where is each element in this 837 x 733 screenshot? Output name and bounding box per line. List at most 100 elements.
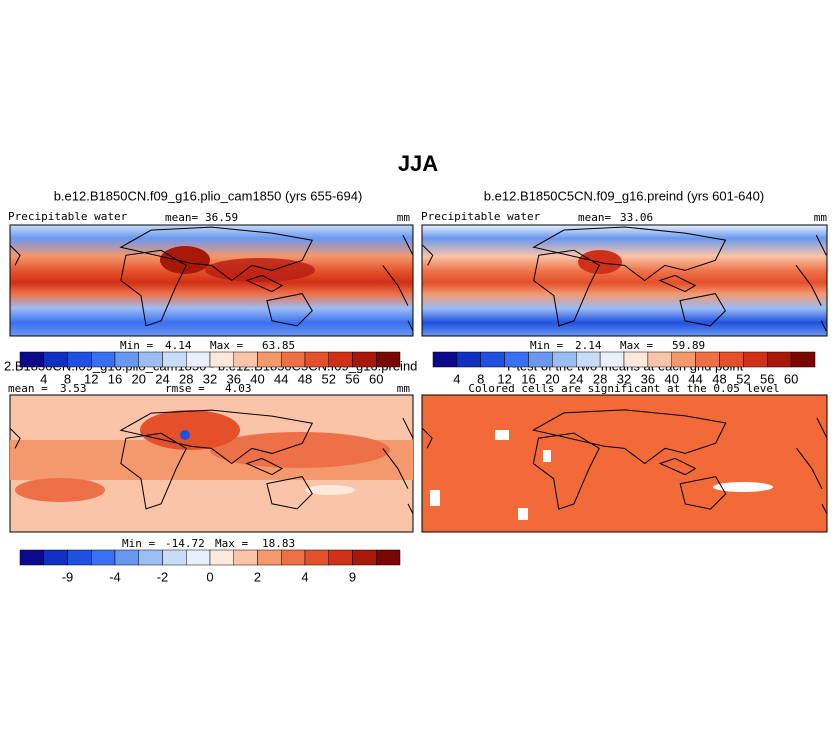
panel-title: b.e12.B1850CN.f09_g16.plio_cam1850 (yrs … <box>54 188 363 203</box>
colorbar-box <box>281 351 306 368</box>
colorbar-box <box>162 549 187 566</box>
colorbar-label: 20 <box>132 371 146 386</box>
colorbar-label: 60 <box>369 371 383 386</box>
stat: 3.53 <box>60 382 87 395</box>
colorbar-label: 52 <box>322 371 336 386</box>
colorbar-box <box>576 351 601 368</box>
colorbar-box <box>376 549 401 566</box>
min-label: Min = <box>530 339 563 352</box>
colorbar-box <box>352 351 377 368</box>
colorbar-label: 48 <box>298 371 312 386</box>
colorbar-box <box>162 351 187 368</box>
panel-title: b.e12.B1850C5CN.f09_g16.preind (yrs 601-… <box>484 188 764 203</box>
min: 2.14 <box>575 339 602 352</box>
colorbar-label: -9 <box>62 569 74 584</box>
units: mm <box>397 211 411 224</box>
colorbar-label: 12 <box>84 371 98 386</box>
units: mm <box>397 382 411 395</box>
colorbar-label: 32 <box>203 371 217 386</box>
colorbar-box <box>767 351 792 368</box>
colorbar-box <box>599 351 625 368</box>
colorbar-box <box>719 351 744 368</box>
colorbar-label: 8 <box>477 371 484 386</box>
stat-label: mean = <box>8 382 48 395</box>
colorbar-label: 24 <box>155 371 169 386</box>
colorbar-box <box>209 351 234 368</box>
max: 59.89 <box>672 339 705 352</box>
colorbar-box <box>91 351 116 368</box>
map <box>421 394 828 533</box>
colorbar-label: 0 <box>206 569 213 584</box>
rmse: 4.03 <box>225 382 252 395</box>
rmse-label: rmse = <box>165 382 205 395</box>
variable: Precipitable water <box>8 210 128 223</box>
stat: 33.06 <box>620 211 653 224</box>
colorbar-box <box>480 351 505 368</box>
colorbar-label: -2 <box>157 569 169 584</box>
colorbar-label: 44 <box>274 371 288 386</box>
colorbar-label: 24 <box>569 371 583 386</box>
colorbar-label: 52 <box>736 371 750 386</box>
min-label: Min = <box>120 339 153 352</box>
colorbar-label: 40 <box>665 371 679 386</box>
map <box>421 224 828 337</box>
colorbar-box <box>138 351 163 368</box>
colorbar-label: 56 <box>345 371 359 386</box>
max-label: Max = <box>620 339 653 352</box>
colorbar-box <box>43 549 68 566</box>
colorbar-box <box>43 351 68 368</box>
colorbar-label: -4 <box>109 569 121 584</box>
colorbar-label: 56 <box>760 371 774 386</box>
colorbar-box <box>304 549 329 566</box>
colorbar-box <box>504 351 529 368</box>
colorbar-box <box>186 549 211 566</box>
colorbar-box <box>233 351 258 368</box>
colorbar-box <box>114 351 139 368</box>
colorbar-box <box>19 351 44 368</box>
stat-label: mean= <box>165 211 198 224</box>
colorbar-box <box>209 549 234 566</box>
stat: 36.59 <box>205 211 238 224</box>
colorbar-label: 4 <box>301 569 308 584</box>
colorbar-box <box>304 351 329 368</box>
colorbar-box <box>257 549 282 566</box>
colorbar-box <box>91 549 116 566</box>
colorbar-box <box>257 351 282 368</box>
colorbar-label: 60 <box>784 371 798 386</box>
colorbar-label: 44 <box>688 371 702 386</box>
colorbar-box <box>114 549 139 566</box>
stat-label: mean= <box>578 211 611 224</box>
colorbar-label: 16 <box>108 371 122 386</box>
max-label: Max = <box>210 339 243 352</box>
colorbar-box <box>67 351 92 368</box>
colorbar-box <box>695 351 720 368</box>
colorbar-box <box>647 351 672 368</box>
colorbar-label: 2 <box>254 569 261 584</box>
colorbar-label: 16 <box>521 371 535 386</box>
colorbar-box <box>552 351 577 368</box>
figure-title: JJA <box>398 151 438 176</box>
colorbar-label: 20 <box>545 371 559 386</box>
colorbar-box <box>328 351 353 368</box>
colorbar-box <box>233 549 258 566</box>
colorbar-box <box>623 351 649 368</box>
units: mm <box>814 211 828 224</box>
colorbar-label: 48 <box>712 371 726 386</box>
panel-subtitle: Colored cells are significant at the 0.0… <box>468 382 779 395</box>
colorbar-box <box>790 351 816 368</box>
colorbar-label: 40 <box>250 371 264 386</box>
colorbar-label: 36 <box>227 371 241 386</box>
colorbar-label: 4 <box>40 371 47 386</box>
colorbar-box <box>138 549 163 566</box>
colorbar-label: 9 <box>349 569 356 584</box>
min: -14.72 <box>165 537 205 550</box>
colorbar-box <box>328 549 353 566</box>
map <box>9 224 414 337</box>
min: 4.14 <box>165 339 192 352</box>
map <box>9 394 414 533</box>
colorbar-box <box>432 351 458 368</box>
colorbar-label: 36 <box>641 371 655 386</box>
colorbar-box <box>376 351 401 368</box>
colorbar-box <box>671 351 696 368</box>
